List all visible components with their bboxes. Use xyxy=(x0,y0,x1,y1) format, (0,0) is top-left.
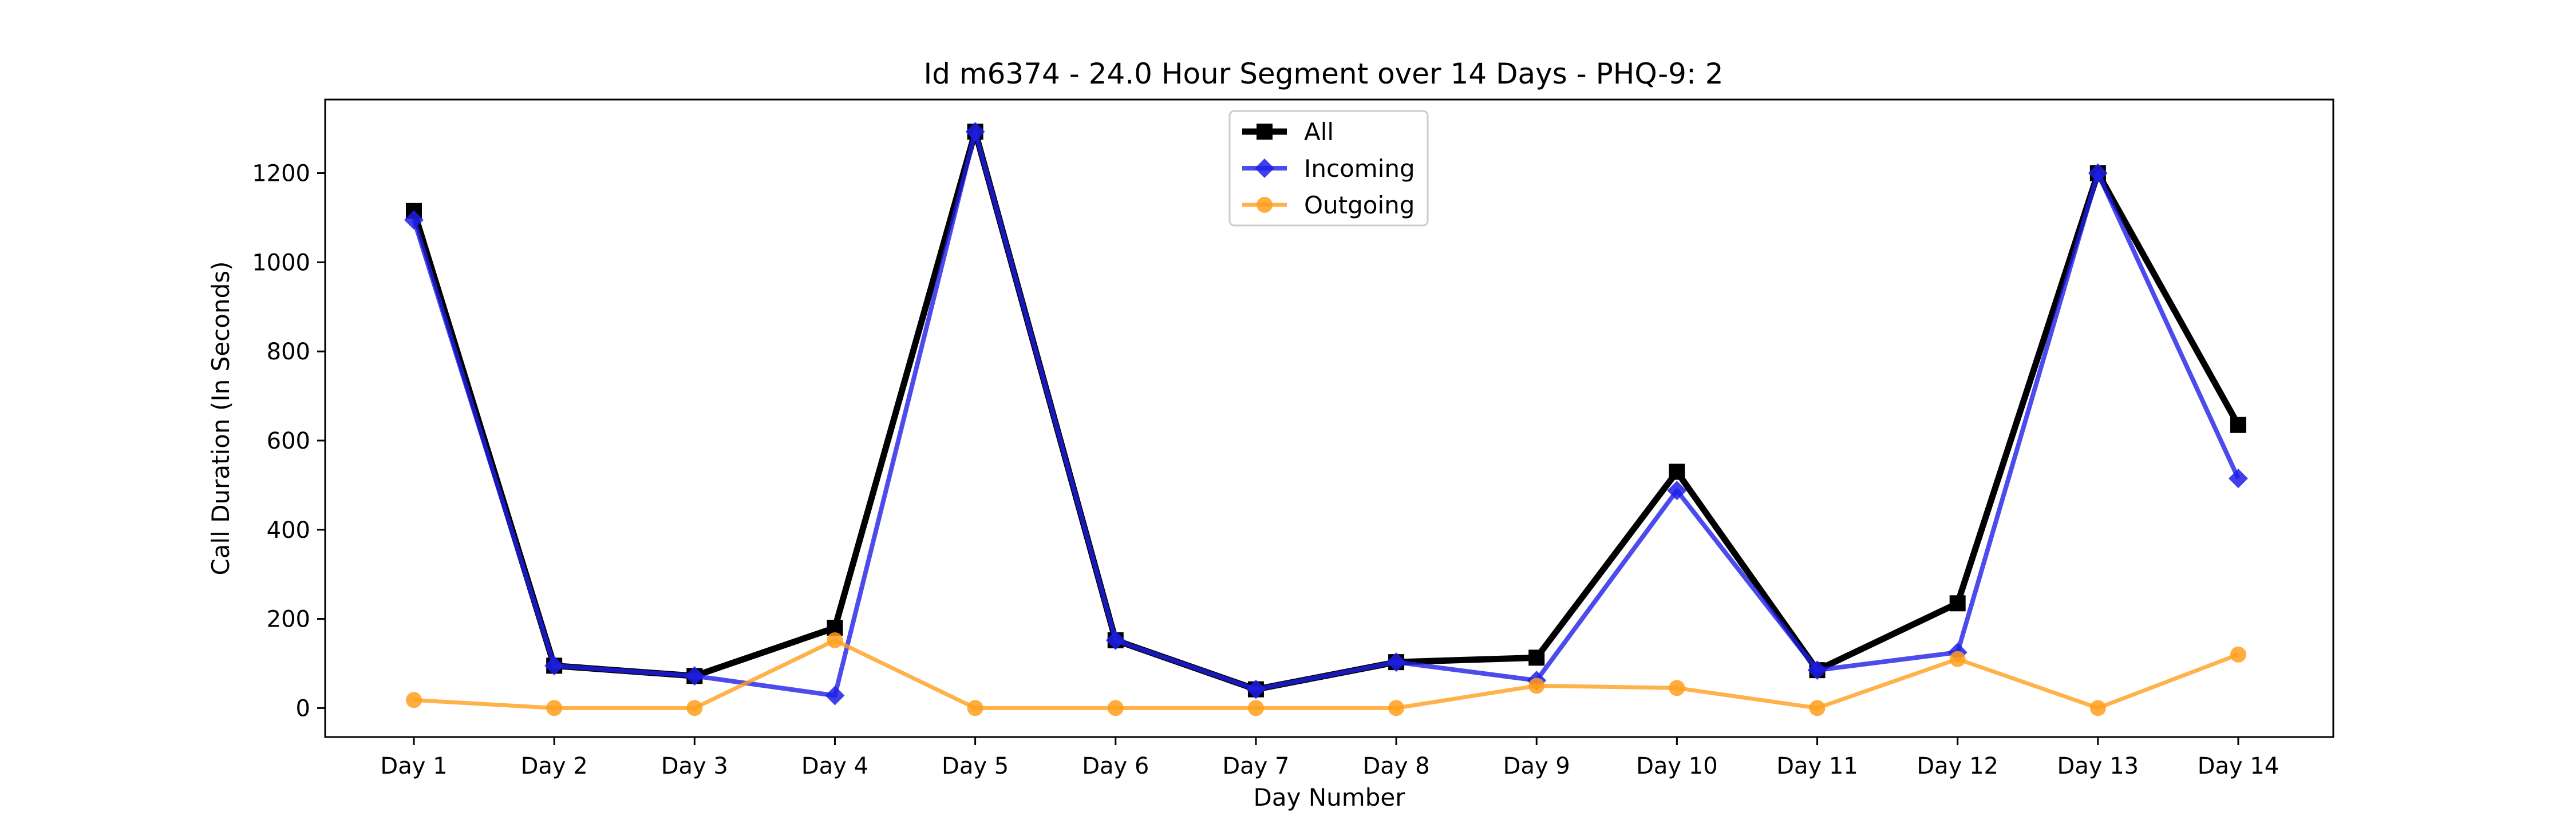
y-tick-label: 200 xyxy=(267,607,310,633)
plot-frame xyxy=(324,98,2334,738)
chart-title: Id m6374 - 24.0 Hour Segment over 14 Day… xyxy=(923,57,1723,90)
legend-marker-incoming xyxy=(1255,159,1274,178)
data-point-outgoing xyxy=(686,700,703,716)
y-tick-label: 1000 xyxy=(252,249,310,276)
data-point-outgoing xyxy=(2089,700,2106,716)
y-axis: 0 200 400 600 800 1000 1200 xyxy=(252,161,325,722)
data-point-incoming xyxy=(544,656,564,676)
data-point-incoming xyxy=(1105,630,1125,650)
legend: All Incoming Outgoing xyxy=(1228,110,1429,227)
legend-item-all: All xyxy=(1242,118,1334,146)
data-point-incoming xyxy=(685,666,705,686)
data-point-outgoing xyxy=(1107,700,1124,716)
x-tick-label: Day 14 xyxy=(2198,753,2279,779)
x-tick-label: Day 13 xyxy=(2057,753,2139,779)
y-tick-label: 1200 xyxy=(252,161,310,187)
x-axis-title: Day Number xyxy=(1253,783,1405,811)
data-point-outgoing xyxy=(1949,651,1966,667)
data-point-outgoing xyxy=(2230,646,2246,663)
data-point-outgoing xyxy=(1388,700,1405,716)
y-tick-label: 400 xyxy=(267,517,310,544)
data-point-all xyxy=(1528,649,1545,666)
legend-item-outgoing: Outgoing xyxy=(1242,191,1415,219)
legend-marker-all xyxy=(1257,124,1273,140)
data-point-incoming xyxy=(1807,660,1827,680)
y-tick-label: 600 xyxy=(267,428,310,454)
x-tick-label: Day 2 xyxy=(521,753,588,779)
x-tick-label: Day 9 xyxy=(1503,753,1570,779)
x-tick-label: Day 7 xyxy=(1222,753,1289,779)
data-point-incoming xyxy=(1386,652,1406,672)
data-point-outgoing xyxy=(1247,700,1264,716)
data-point-incoming xyxy=(825,686,845,706)
legend-box xyxy=(1228,110,1429,227)
x-tick-label: Day 12 xyxy=(1917,753,1998,779)
x-tick-label: Day 3 xyxy=(661,753,728,779)
data-point-outgoing xyxy=(406,692,422,708)
legend-item-incoming: Incoming xyxy=(1242,154,1415,183)
y-tick-label: 800 xyxy=(267,339,310,365)
legend-label-outgoing: Outgoing xyxy=(1304,191,1415,219)
data-point-incoming xyxy=(404,210,424,230)
x-tick-label: Day 8 xyxy=(1362,753,1429,779)
series-line-incoming xyxy=(412,129,2241,698)
data-point-outgoing xyxy=(827,632,843,648)
data-point-all xyxy=(2230,417,2246,433)
series-line-outgoing xyxy=(413,638,2239,710)
data-point-incoming xyxy=(2229,469,2248,489)
legend-marker-outgoing xyxy=(1257,197,1273,213)
data-point-outgoing xyxy=(1809,700,1826,716)
data-point-outgoing xyxy=(967,700,983,716)
y-axis-title: Call Duration (In Seconds) xyxy=(207,261,235,575)
x-tick-label: Day 10 xyxy=(1636,753,1718,779)
x-tick-label: Day 6 xyxy=(1082,753,1149,779)
series-incoming xyxy=(404,122,2248,706)
data-point-outgoing xyxy=(1528,678,1545,694)
y-tick-label: 0 xyxy=(296,695,310,722)
legend-label-incoming: Incoming xyxy=(1304,154,1415,183)
legend-label-all: All xyxy=(1304,118,1334,146)
x-tick-label: Day 1 xyxy=(380,753,447,779)
data-point-outgoing xyxy=(1669,680,1685,696)
series-outgoing xyxy=(406,632,2246,716)
data-point-incoming xyxy=(965,122,985,142)
data-point-all xyxy=(1949,595,1966,612)
data-point-all xyxy=(1669,464,1685,480)
data-point-incoming xyxy=(1246,679,1266,699)
x-tick-label: Day 5 xyxy=(942,753,1009,779)
data-point-incoming xyxy=(2088,163,2108,183)
data-point-incoming xyxy=(1667,481,1687,501)
plot-area xyxy=(404,122,2248,716)
x-axis: Day 1 Day 2 Day 3 Day 4 Day 5 Day 6 Day 7 Day 8… xyxy=(380,737,2279,779)
x-tick-label: Day 4 xyxy=(801,753,868,779)
x-tick-label: Day 11 xyxy=(1776,753,1858,779)
data-point-outgoing xyxy=(546,700,563,716)
